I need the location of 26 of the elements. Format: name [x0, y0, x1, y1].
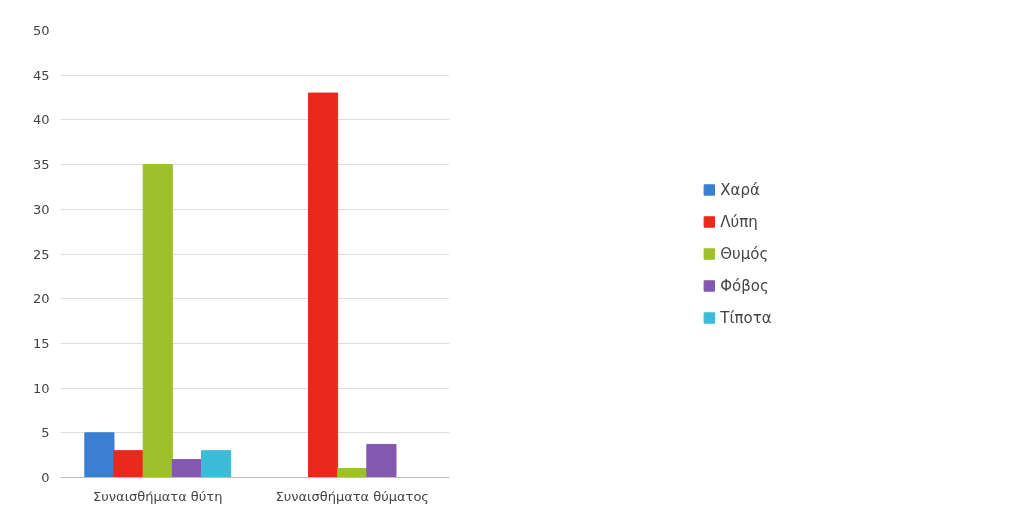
legend-label: Χαρά [720, 180, 760, 199]
y-tick-label: 0 [41, 470, 50, 485]
bar [113, 450, 144, 478]
y-tick-label: 5 [41, 425, 50, 441]
legend-label: Λύπη [720, 212, 758, 231]
bar [307, 92, 339, 478]
y-tick-label: 35 [32, 157, 50, 173]
x-tick-label: Συναισθήματα θύτη [93, 488, 223, 504]
y-tick-label: 10 [32, 380, 50, 396]
legend-label: Τίποτα [720, 308, 772, 327]
bar [142, 164, 173, 478]
y-tick-label: 45 [32, 67, 50, 83]
bar [366, 443, 397, 478]
y-tick-label: 50 [32, 23, 50, 38]
y-tick-label: 30 [32, 201, 50, 217]
y-tick-label: 15 [32, 335, 50, 351]
legend-label: Φόβος [720, 276, 769, 295]
y-tick-label: 40 [32, 112, 50, 128]
bar [84, 432, 115, 478]
x-tick-label: Συναισθήματα θύματος [275, 488, 429, 504]
bar [171, 459, 203, 478]
bar [201, 450, 232, 478]
y-tick-label: 25 [32, 246, 50, 262]
y-tick-label: 20 [32, 291, 50, 307]
bar [337, 468, 368, 478]
legend-label: Θυμός [720, 244, 769, 263]
